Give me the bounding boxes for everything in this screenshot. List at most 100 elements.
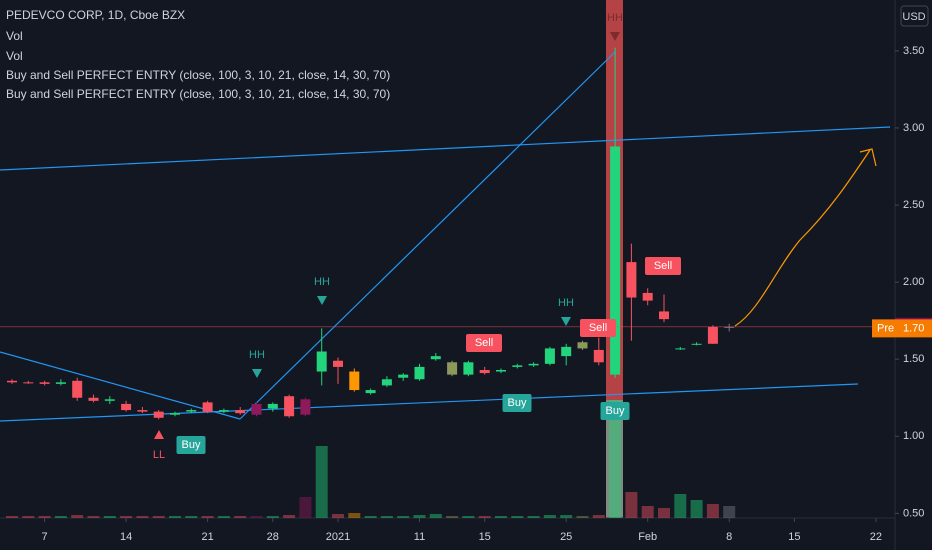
volume-bar (690, 500, 703, 518)
signal-label: LL (153, 449, 165, 461)
volume-bar (299, 497, 312, 518)
y-tick-label: 0.50 (903, 507, 924, 519)
candle-body (186, 410, 197, 412)
x-tick-label: 25 (560, 531, 572, 543)
volume-bar (364, 516, 377, 518)
signal-label: Buy (508, 397, 527, 409)
volume-bar (217, 516, 230, 518)
candle-body (104, 399, 115, 401)
volume-bar (560, 515, 573, 518)
x-tick-label: 15 (479, 531, 491, 543)
projection-curve (734, 149, 871, 327)
volume-bar (576, 516, 589, 518)
signal-label: Sell (475, 337, 493, 349)
signal-box (502, 394, 532, 412)
signal-label: Buy (606, 405, 625, 417)
candle-body (267, 403, 278, 409)
candle-body (610, 146, 621, 375)
signal-box (466, 334, 502, 352)
indicator: Vol (6, 49, 23, 63)
indicator: Buy and Sell PERFECT ENTRY (close, 100, … (6, 87, 390, 101)
candle-body (7, 380, 17, 383)
signal-label: Sell (589, 322, 607, 334)
trend-lines (0, 51, 891, 422)
x-tick-label: 22 (870, 531, 882, 543)
x-tick-label: 28 (267, 531, 279, 543)
candle-body (333, 360, 343, 367)
candle-body (23, 382, 34, 384)
candle-body (235, 410, 246, 414)
candle-body (137, 410, 148, 412)
candle-body (561, 346, 572, 357)
trend-line (0, 383, 859, 422)
y-tick-label: 3.50 (903, 45, 924, 57)
volume-bar (641, 506, 654, 518)
indicator: Buy and Sell PERFECT ENTRY (close, 100, … (6, 68, 390, 82)
signal-label: Sell (654, 260, 672, 272)
volume-bar (6, 516, 18, 518)
candle-body (528, 363, 539, 366)
signal-column-lower (606, 400, 623, 518)
volume-bar (54, 516, 67, 518)
candle-body (300, 399, 311, 415)
volume-bar (592, 515, 605, 518)
candle-body (414, 366, 425, 380)
candle-body (544, 348, 555, 364)
volume-bar (120, 516, 133, 518)
volume-bar (71, 515, 84, 518)
currency: USD (902, 11, 925, 23)
volume-bar (283, 515, 296, 518)
projection-arrow (859, 148, 877, 167)
volume-bar (315, 446, 328, 518)
volume-bar (625, 492, 638, 518)
volume-bar (136, 516, 149, 518)
currency-box[interactable] (900, 5, 929, 27)
x-tick-label: Feb (638, 531, 657, 543)
candle-body (218, 410, 229, 412)
candle-body (365, 390, 376, 394)
candle-body (316, 351, 327, 372)
candle-body (659, 311, 669, 320)
volume-bar (413, 515, 426, 518)
volume-bar (511, 516, 524, 518)
x-tick-label: 14 (120, 531, 132, 543)
y-tick-label: 2.50 (903, 199, 924, 211)
pre-market-box (872, 319, 932, 338)
candle-body (170, 413, 180, 415)
trend-line (0, 126, 891, 171)
volume-bar (478, 516, 491, 518)
signal-box (645, 257, 681, 275)
indicator: Vol (6, 29, 23, 43)
volume-bar (87, 516, 100, 518)
x-tick-label: 8 (726, 531, 732, 543)
volume-bar (658, 508, 670, 518)
candle-body (707, 326, 718, 344)
candle-body (72, 380, 83, 398)
volume-bar (397, 516, 410, 518)
trend-line (0, 351, 241, 420)
candle-body (284, 396, 295, 417)
candle-body (381, 379, 392, 386)
volume-bar (380, 516, 393, 518)
signal-arrow (154, 430, 164, 439)
candle-body (512, 365, 523, 367)
pre-market-label: 1.70 (903, 322, 924, 334)
candle-body (88, 397, 99, 401)
volume-bar (234, 516, 247, 518)
candle-body (349, 371, 360, 391)
candle-body (593, 349, 604, 363)
volume-bar (38, 516, 51, 518)
candle-body (447, 362, 458, 375)
y-tick-label: 3.00 (903, 122, 924, 134)
x-tick-label: 7 (42, 531, 48, 543)
signal-label: HH (558, 297, 574, 309)
signal-arrow (610, 32, 620, 41)
volume-bar (266, 516, 279, 518)
signal-box (176, 436, 206, 454)
y-tick-label: 1.00 (903, 430, 924, 442)
trend-line (239, 51, 616, 420)
signal-label: Buy (182, 439, 201, 451)
volume-bar (543, 515, 556, 518)
